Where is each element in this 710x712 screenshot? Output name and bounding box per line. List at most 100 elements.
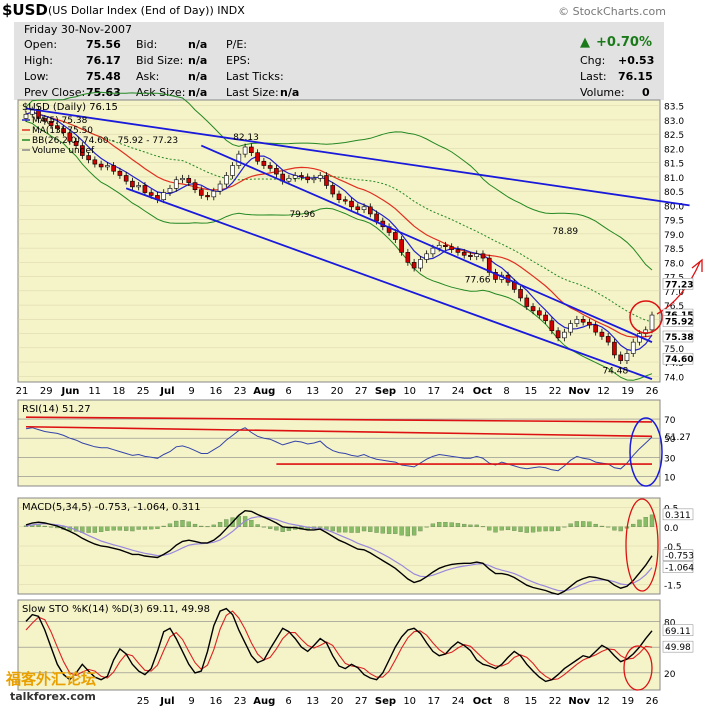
- macd-histogram-bar: [437, 522, 442, 527]
- x-tick-label: Aug: [253, 386, 275, 397]
- candle-body: [393, 232, 398, 240]
- up-triangle-icon: ▲: [580, 35, 590, 50]
- candle-body: [530, 306, 536, 312]
- instrument-title: (US Dollar Index (End of Day)): [48, 4, 214, 17]
- macd-histogram-bar: [505, 526, 511, 531]
- candle-body: [292, 175, 298, 179]
- price-y-tick-label: 75.0: [664, 345, 684, 355]
- macd-histogram-bar: [480, 526, 486, 528]
- rsi-trendline-top: [25, 416, 653, 423]
- x-tick-label: 16: [209, 386, 222, 397]
- bottom-x-tick-label: 10: [403, 696, 416, 707]
- candle-body: [117, 170, 123, 176]
- candle-body: [568, 323, 573, 333]
- macd-histogram-bar: [543, 526, 548, 532]
- price-y-tick-label: 82.5: [664, 131, 684, 141]
- candle-body: [136, 185, 141, 188]
- highlight-circle-price: [629, 300, 663, 334]
- x-tick-label: 27: [355, 386, 368, 397]
- macd-title: MACD(5,34,5) -0.753, -1.064, 0.311: [22, 502, 201, 513]
- macd-histogram-bar: [487, 526, 492, 531]
- instrument-name: (US Dollar Index (End of Day)) INDX: [48, 4, 245, 17]
- x-tick-label: Sep: [375, 386, 396, 397]
- rsi-y-tick-label: 50: [664, 435, 676, 445]
- candle-body: [486, 257, 492, 273]
- price-annotation: 78.89: [552, 227, 578, 237]
- bottom-x-tick-label: 23: [234, 696, 247, 707]
- exchange-label: INDX: [217, 4, 245, 17]
- candle-body: [48, 121, 54, 126]
- candle-body: [286, 178, 292, 182]
- candle-body: [399, 239, 404, 253]
- macd-histogram-bar: [167, 523, 173, 527]
- candle-body: [130, 180, 135, 188]
- candle-body: [192, 182, 198, 191]
- x-tick-label: 8: [503, 386, 509, 397]
- macd-histogram-bar: [518, 526, 523, 532]
- macd-histogram-bar: [537, 526, 542, 532]
- candle-body: [587, 321, 592, 326]
- sto-label-box: [662, 640, 694, 653]
- macd-histogram-bar: [117, 526, 123, 531]
- rsi-panel: [17, 399, 661, 487]
- quote-info-panel: Friday 30-Nov-2007 Open: 75.56 High: 76.…: [14, 22, 664, 100]
- candle-body: [355, 206, 361, 210]
- candle-body: [230, 165, 235, 176]
- macd-histogram-bar: [424, 526, 429, 528]
- ask-size-value: n/a: [188, 86, 208, 99]
- macd-histogram-bar: [618, 526, 623, 532]
- macd-y-tick-label: 0.0: [664, 524, 679, 534]
- projection-arrowhead: [691, 258, 703, 272]
- candle-body: [418, 259, 423, 269]
- candle-body: [480, 253, 486, 259]
- price-label-value: 75.92: [665, 318, 693, 328]
- bottom-x-tick-label: 17: [428, 696, 441, 707]
- sto-d-line: [25, 610, 653, 681]
- candle-body: [342, 199, 348, 202]
- macd-histogram-bar: [92, 526, 98, 533]
- candle-body: [330, 185, 336, 195]
- bid-size-label: Bid Size:: [136, 54, 184, 67]
- percent-change: +0.70%: [596, 35, 652, 50]
- candle-body: [593, 324, 598, 333]
- macd-histogram-bar: [155, 526, 160, 529]
- candle-body: [242, 146, 248, 155]
- macd-histogram-bar: [493, 526, 498, 533]
- candle-body: [468, 254, 473, 257]
- sto-title: Slow STO %K(14) %D(3) 69.11, 49.98: [22, 604, 210, 615]
- macd-histogram-bar: [136, 526, 141, 530]
- macd-histogram-bar: [249, 520, 254, 527]
- candle-body: [461, 252, 467, 256]
- prev-close-label: Prev Close:: [24, 86, 86, 99]
- candle-body: [161, 192, 167, 200]
- trendline-mid: [200, 144, 653, 343]
- macd-histogram-bar: [368, 526, 373, 532]
- eps-label: EPS:: [226, 54, 251, 67]
- macd-histogram-bar: [124, 526, 129, 531]
- x-tick-label: 18: [113, 386, 126, 397]
- candle-body: [580, 319, 586, 323]
- last-size-label: Last Size:: [226, 86, 279, 99]
- macd-histogram-bar: [261, 526, 267, 528]
- macd-signal-line: [25, 516, 653, 592]
- candle-body: [405, 252, 411, 263]
- open-value: 75.56: [86, 38, 121, 51]
- quote-date: Friday 30-Nov-2007: [24, 23, 132, 36]
- bottom-x-tick-label: 13: [306, 696, 319, 707]
- candle-body: [255, 152, 260, 162]
- change-label: Chg:: [580, 54, 606, 67]
- macd-histogram-bar: [549, 526, 554, 532]
- candle-body: [324, 175, 329, 186]
- candle-body: [449, 246, 454, 250]
- bottom-x-tick-label: 12: [597, 696, 610, 707]
- macd-histogram-bar: [455, 523, 461, 527]
- macd-histogram-bar: [111, 526, 116, 531]
- macd-histogram-bar: [631, 523, 636, 527]
- macd-histogram-bar: [186, 521, 191, 527]
- sto-y-tick-label: 20: [664, 670, 676, 680]
- highlight-ellipse-rsi: [629, 417, 663, 487]
- legend-entry: BB(26,2.0) 74.60 - 75.92 - 77.23: [32, 136, 178, 146]
- bid-value: n/a: [188, 38, 208, 51]
